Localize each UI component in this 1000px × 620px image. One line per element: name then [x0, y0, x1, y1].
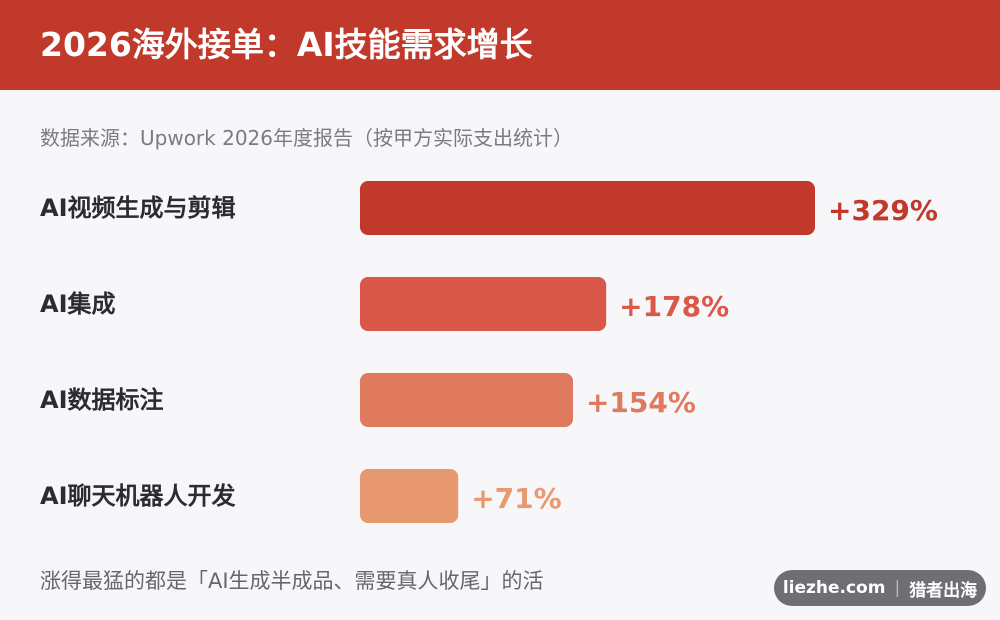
brand-site: liezhe.com: [782, 578, 886, 598]
value-label: +71%: [471, 482, 561, 515]
category-label: AI聊天机器人开发: [40, 482, 236, 510]
page-title: 2026海外接单：AI技能需求增长: [40, 25, 533, 64]
value-label: +154%: [586, 386, 696, 419]
bar: [360, 373, 573, 427]
bar: [360, 277, 607, 331]
category-label: AI视频生成与剪辑: [40, 194, 236, 222]
category-label: AI集成: [40, 290, 116, 318]
brand-separator: |: [894, 578, 901, 598]
header-banner: 2026海外接单：AI技能需求增长: [0, 0, 1000, 90]
category-label: AI数据标注: [40, 386, 164, 414]
bar: [360, 469, 459, 523]
brand-badge[interactable]: liezhe.com | 猎者出海: [774, 570, 986, 606]
data-source-note: 数据来源：Upwork 2026年度报告（按甲方实际支出统计）: [40, 126, 573, 150]
footnote: 涨得最猛的都是「AI生成半成品、需要真人收尾」的活: [40, 569, 544, 593]
brand-name: 猎者出海: [909, 580, 978, 601]
value-label: +178%: [619, 290, 729, 323]
bar: [360, 181, 815, 235]
value-label: +329%: [828, 194, 938, 227]
